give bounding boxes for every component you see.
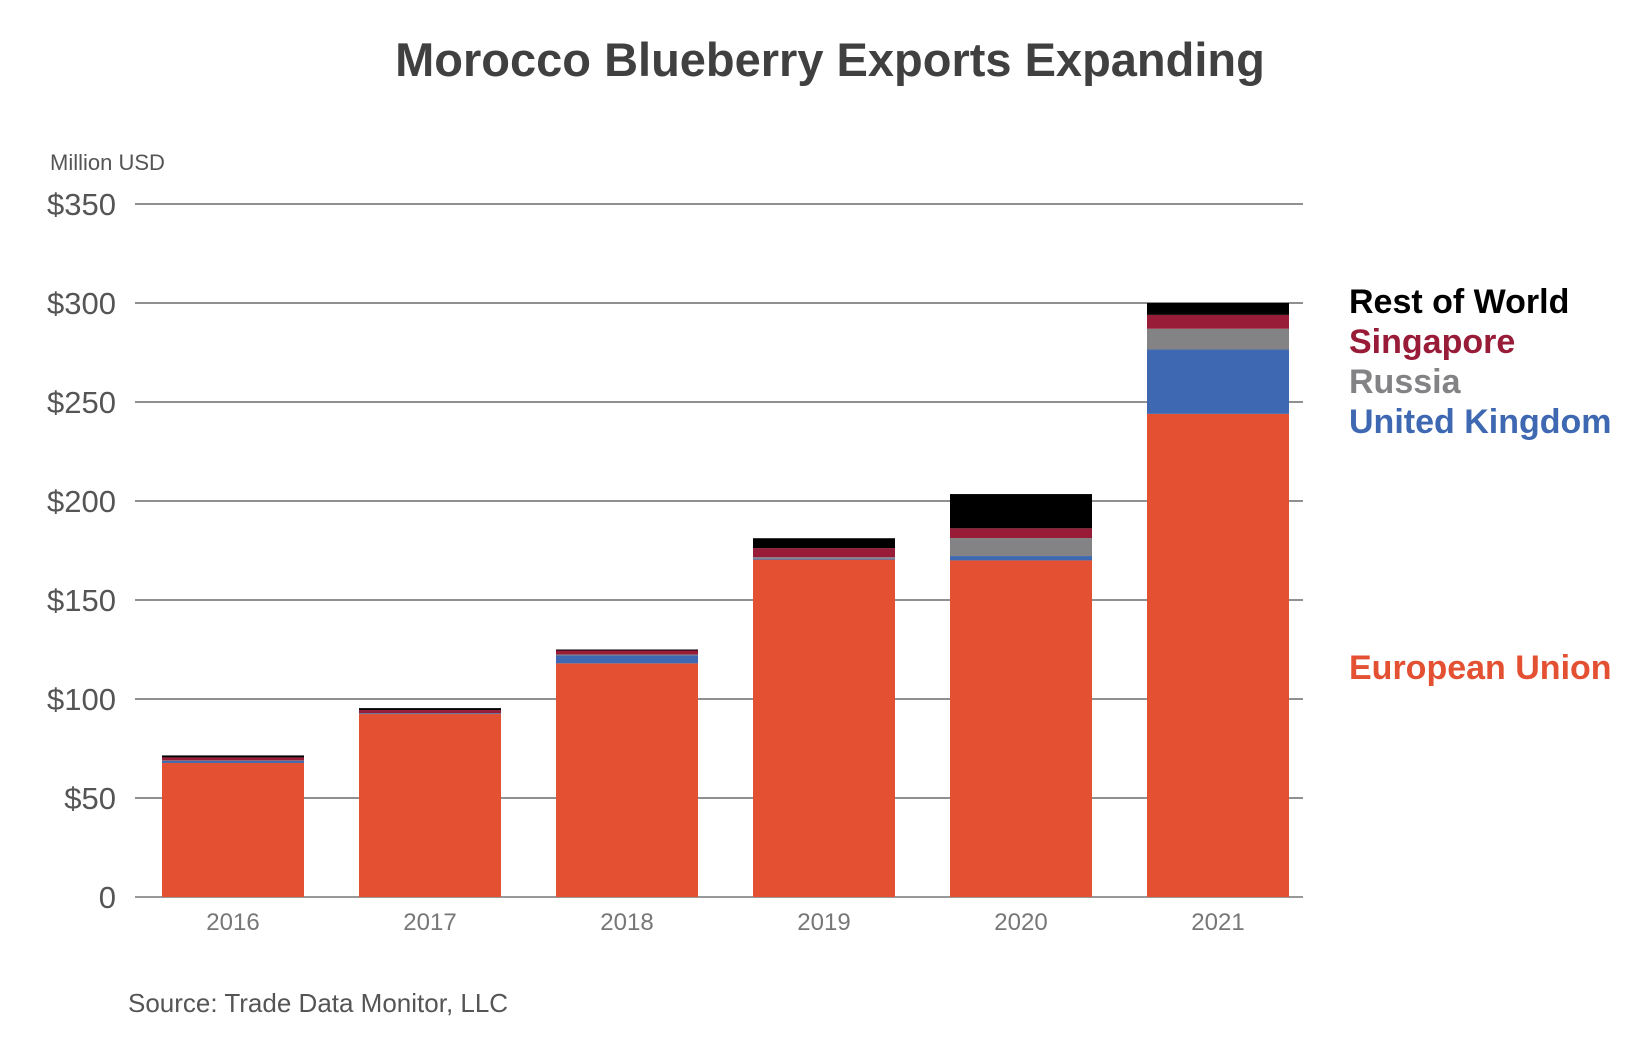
- bar-segment-singapore-2017: [359, 710, 501, 714]
- y-tick-label: $150: [47, 583, 116, 618]
- bar-segment-russia-2018: [556, 654, 698, 656]
- chart-title: Morocco Blueberry Exports Expanding: [395, 33, 1265, 86]
- bar-segment-united-kingdom-2021: [1147, 349, 1289, 414]
- x-tick-label: 2019: [797, 909, 850, 936]
- bar-segment-russia-2021: [1147, 328, 1289, 350]
- bar-segment-rest-of-world-2018: [556, 649, 698, 651]
- y-tick-label: $200: [47, 484, 116, 519]
- legend-label: Singapore: [1349, 323, 1515, 361]
- bar-segment-united-kingdom-2016: [162, 760, 304, 763]
- bar-segment-european-union-2019: [753, 559, 895, 897]
- legend-label: Russia: [1349, 363, 1462, 401]
- x-tick-label: 2018: [600, 909, 653, 936]
- x-axis-ticks: 2016 2017 2018 2019 2020 2021: [206, 909, 1244, 936]
- bar-segment-rest-of-world-2017: [359, 708, 501, 711]
- gridlines: [135, 203, 1303, 898]
- y-tick-label: $100: [47, 682, 116, 717]
- bar-segment-rest-of-world-2019: [753, 538, 895, 549]
- x-tick-label: 2017: [403, 909, 456, 936]
- bar-segment-rest-of-world-2021: [1147, 303, 1289, 315]
- bar-segment-european-union-2016: [162, 762, 304, 897]
- bar-segment-russia-2020: [950, 538, 1092, 557]
- x-tick-label: 2020: [994, 909, 1047, 936]
- bar-segment-singapore-2019: [753, 548, 895, 558]
- bar-segment-european-union-2020: [950, 560, 1092, 897]
- bar-segment-singapore-2018: [556, 650, 698, 655]
- y-tick-label: $250: [47, 385, 116, 420]
- x-tick-label: 2021: [1191, 909, 1244, 936]
- legend-label: Rest of World: [1349, 283, 1569, 321]
- bar-segment-rest-of-world-2020: [950, 494, 1092, 529]
- y-tick-label: $50: [64, 781, 116, 816]
- legend-label: United Kingdom: [1349, 403, 1612, 441]
- bar-segment-russia-2016: [162, 760, 304, 761]
- bar-segment-united-kingdom-2017: [359, 713, 501, 715]
- bar-segment-singapore-2020: [950, 528, 1092, 539]
- bar-segment-russia-2019: [753, 557, 895, 559]
- y-tick-label: 0: [99, 880, 116, 915]
- bar-segment-european-union-2017: [359, 714, 501, 897]
- bar-segment-united-kingdom-2020: [950, 556, 1092, 561]
- y-tick-label: $350: [47, 187, 116, 222]
- legend-label: European Union: [1349, 649, 1612, 687]
- bar-segment-singapore-2021: [1147, 314, 1289, 329]
- y-axis-label: Million USD: [50, 150, 165, 175]
- bar-segment-singapore-2016: [162, 757, 304, 761]
- source-note: Source: Trade Data Monitor, LLC: [128, 988, 508, 1018]
- bars: [162, 303, 1289, 897]
- bar-segment-united-kingdom-2018: [556, 655, 698, 664]
- legend: European Union United KingdomRussiaSingap…: [1349, 283, 1612, 687]
- bar-segment-european-union-2021: [1147, 413, 1289, 897]
- y-axis-ticks: 0 $50 $100 $150 $200 $250 $300 $350: [47, 187, 116, 915]
- bar-segment-united-kingdom-2019: [753, 558, 895, 560]
- y-tick-label: $300: [47, 286, 116, 321]
- x-tick-label: 2016: [206, 909, 259, 936]
- bar-segment-rest-of-world-2016: [162, 755, 304, 758]
- bar-segment-european-union-2018: [556, 663, 698, 897]
